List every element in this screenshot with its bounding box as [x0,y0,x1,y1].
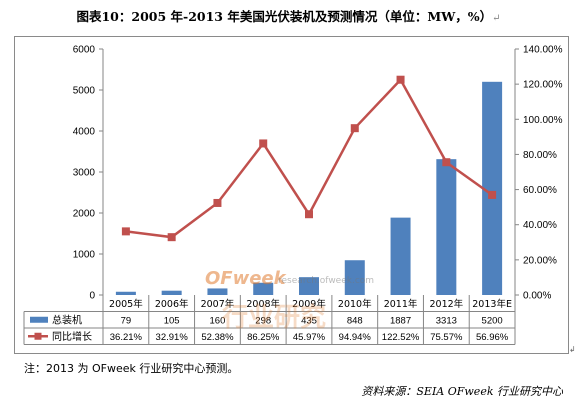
category-label: 2011年 [384,298,418,310]
source-note: 资料来源：SEIA OFweek 行业研究中心 [361,385,563,398]
table-cell-growth: 32.91% [156,332,189,343]
watermark-url: research.ofweek.com [278,276,375,286]
bar-total-install [115,291,136,295]
table-cell-growth: 45.97% [293,332,326,343]
legend-label-growth: 同比增长 [52,330,92,343]
corner-mark: ↲ [569,345,576,354]
growth-marker [350,124,359,133]
table-cell-total-install: 5200 [482,315,503,326]
footnote: 注：2013 为 OFweek 行业研究中心预测。 [24,362,239,375]
bar-total-install [161,290,182,295]
left-axis-tick-label: 6000 [73,45,96,56]
growth-marker [259,139,268,148]
watermark-overlay: 行业研究 [221,302,326,333]
table-cell-total-install: 298 [255,315,271,326]
category-label: 2006年 [155,298,189,310]
right-axis-tick-label: 140.00% [523,45,563,56]
category-label: 2012年 [429,298,463,310]
right-axis-tick-label: 80.00% [523,150,557,161]
left-axis-tick-label: 2000 [73,209,96,220]
category-label: 2007年 [201,298,235,310]
table-cell-growth: 52.38% [201,332,234,343]
chart-frame [14,36,569,354]
bar-total-install [253,282,274,295]
right-axis-tick-label: 40.00% [523,220,557,231]
right-axis-tick-label: 0.00% [523,291,551,302]
table-cell-growth: 56.96% [476,332,509,343]
growth-marker [442,158,451,167]
table-cell-total-install: 848 [347,315,363,326]
watermark-brand: OFweek [205,268,286,289]
legend-key-growth-marker [34,332,42,340]
table-cell-growth: 86.25% [247,332,280,343]
bar-total-install [390,217,411,295]
table-cell-total-install: 105 [164,315,180,326]
bar-total-install [207,288,228,295]
growth-marker [396,75,405,84]
table-cell-growth: 75.57% [430,332,463,343]
table-cell-total-install: 435 [301,315,317,326]
bar-total-install [344,260,365,295]
growth-marker [213,198,222,207]
bar-total-install [436,159,457,295]
category-label: 2013年E [472,298,512,310]
table-cell-growth: 94.94% [339,332,372,343]
left-axis-tick-label: 1000 [73,250,96,261]
chart-title-text: 图表10：2005 年-2013 年美国光伏装机及预测情况（单位：MW，%） [76,9,493,24]
return-mark: ↵ [492,13,501,24]
table-cell-total-install: 160 [210,315,226,326]
left-axis-tick-label: 5000 [73,86,96,97]
growth-marker [488,190,497,199]
bar-total-install [482,81,503,295]
table-cell-total-install: 3313 [436,315,457,326]
table-cell-growth: 122.52% [382,332,420,343]
category-label: 2005年 [109,298,143,310]
growth-marker [167,233,176,242]
table-cell-total-install: 1887 [390,315,411,326]
growth-marker [121,227,130,236]
legend-label-total-install: 总装机 [52,313,82,326]
right-axis-tick-label: 20.00% [523,255,557,266]
right-axis-tick-label: 120.00% [523,80,563,91]
chart-title: 图表10：2005 年-2013 年美国光伏装机及预测情况（单位：MW，%）↵ [0,6,577,25]
category-label: 2009年 [292,298,326,310]
table-cell-total-install: 79 [121,315,132,326]
table-cell-growth: 36.21% [110,332,143,343]
bar-total-install [299,277,319,295]
right-axis-tick-label: 60.00% [523,185,557,196]
left-axis-tick-label: 3000 [73,168,96,179]
category-label: 2008年 [246,298,280,310]
right-axis-tick-label: 100.00% [523,115,563,126]
left-axis-tick-label: 0 [89,291,95,302]
category-label: 2010年 [338,298,372,310]
left-axis-tick-label: 4000 [73,127,96,138]
growth-marker [305,210,313,219]
legend-key-total-install [30,316,48,323]
